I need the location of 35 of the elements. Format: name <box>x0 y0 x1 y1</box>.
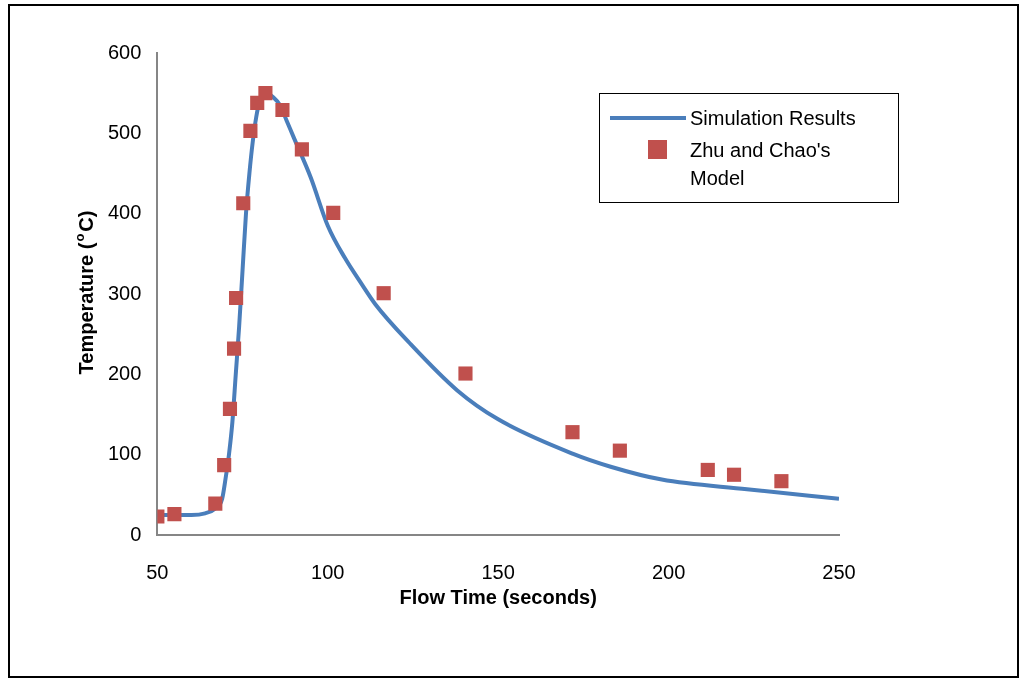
point <box>258 86 273 101</box>
point <box>217 458 232 473</box>
y-tick-label: 200 <box>107 361 142 384</box>
x-axis-title: Flow Time (seconds) <box>399 585 597 608</box>
point <box>167 507 182 522</box>
legend-label: Zhu and Chao's Model <box>690 138 832 191</box>
point <box>326 205 341 220</box>
y-tick-label: 500 <box>107 120 142 143</box>
point <box>229 290 244 306</box>
x-tick-label: 50 <box>146 560 169 583</box>
point <box>294 142 309 157</box>
x-tick-label: 250 <box>822 560 856 583</box>
y-tick-label: 400 <box>107 201 142 224</box>
x-tick-label: 150 <box>481 560 515 583</box>
y-tick-label: 600 <box>107 40 142 63</box>
y-tick-label: 300 <box>107 281 142 304</box>
y-tick-label: 100 <box>107 442 142 465</box>
y-axis-title: Temperature (oC) <box>71 210 97 375</box>
point <box>222 401 238 416</box>
y-tick-label: 0 <box>130 522 142 545</box>
point <box>774 474 789 489</box>
point <box>226 341 242 356</box>
point <box>275 102 290 118</box>
point <box>376 286 391 301</box>
point <box>700 462 715 477</box>
point <box>208 496 223 511</box>
point <box>243 123 258 138</box>
point <box>236 196 251 211</box>
x-tick-label: 100 <box>311 560 345 583</box>
x-tick-label: 200 <box>651 560 686 583</box>
legend-label: Simulation Results <box>690 106 857 131</box>
point <box>612 443 627 458</box>
point <box>565 425 580 440</box>
point <box>458 366 473 381</box>
point <box>726 467 742 482</box>
